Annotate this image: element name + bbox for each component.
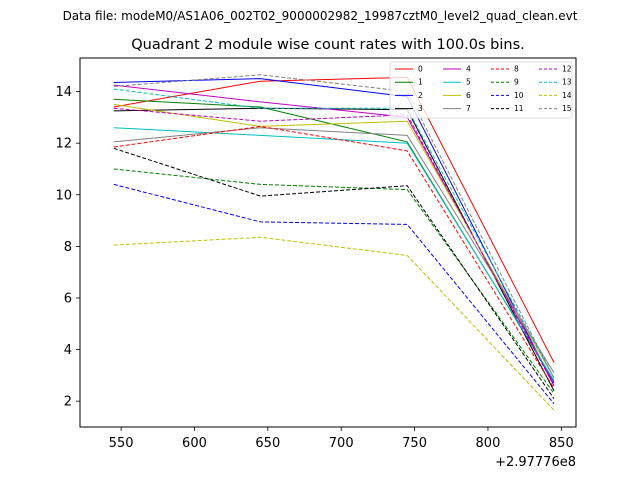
- legend-label-15: 15: [562, 104, 572, 113]
- legend-label-14: 14: [562, 91, 572, 100]
- series-line-0: [113, 76, 555, 363]
- series-line-13: [113, 88, 555, 379]
- x-tick-label: 800: [476, 436, 501, 451]
- y-tick-label: 6: [64, 291, 72, 306]
- y-tick-label: 4: [64, 343, 72, 358]
- legend-box: [389, 61, 573, 119]
- legend-label-6: 6: [466, 91, 471, 100]
- x-tick-label: 550: [109, 436, 134, 451]
- series-group: [113, 74, 555, 411]
- series-line-8: [113, 125, 555, 389]
- legend-label-1: 1: [418, 78, 423, 87]
- suptitle: Data file: modeM0/AS1A06_002T02_90000029…: [63, 9, 578, 23]
- legend-label-10: 10: [514, 91, 524, 100]
- x-tick-label: 650: [255, 436, 280, 451]
- legend-label-0: 0: [418, 65, 423, 74]
- legend-label-3: 3: [418, 104, 423, 113]
- x-tick-label: 700: [329, 436, 354, 451]
- legend-label-9: 9: [514, 78, 519, 87]
- series-line-3: [113, 107, 555, 392]
- y-tick-label: 10: [55, 188, 72, 203]
- y-tick-label: 8: [64, 240, 72, 255]
- legend-label-12: 12: [562, 65, 572, 74]
- legend-label-7: 7: [466, 104, 471, 113]
- series-line-12: [113, 107, 555, 386]
- plot-frame: [79, 57, 577, 428]
- x-tick-label: 850: [549, 436, 574, 451]
- legend-label-13: 13: [562, 78, 572, 87]
- series-line-14: [113, 236, 555, 411]
- series-line-7: [113, 127, 555, 374]
- axes: 550 600 650 700 750 800 850 2 4 6 8 10 12 14: [55, 85, 573, 451]
- y-tick-label: 2: [64, 395, 72, 410]
- legend-label-5: 5: [466, 78, 471, 87]
- y-tick-label: 14: [55, 85, 72, 100]
- x-tick-label: 600: [182, 436, 207, 451]
- legend-label-4: 4: [466, 65, 471, 74]
- x-offset-label: +2.97776e8: [495, 455, 576, 470]
- x-tick-label: 750: [402, 436, 427, 451]
- series-line-10: [113, 183, 555, 405]
- chart-title: Quadrant 2 module wise count rates with …: [131, 37, 525, 53]
- legend-label-11: 11: [514, 104, 524, 113]
- series-line-9: [113, 168, 555, 394]
- legend-label-2: 2: [418, 91, 423, 100]
- series-line-5: [113, 127, 555, 381]
- series-line-15: [113, 74, 555, 379]
- series-line-1: [113, 98, 555, 383]
- y-tick-label: 12: [55, 137, 72, 152]
- legend-label-8: 8: [514, 65, 519, 74]
